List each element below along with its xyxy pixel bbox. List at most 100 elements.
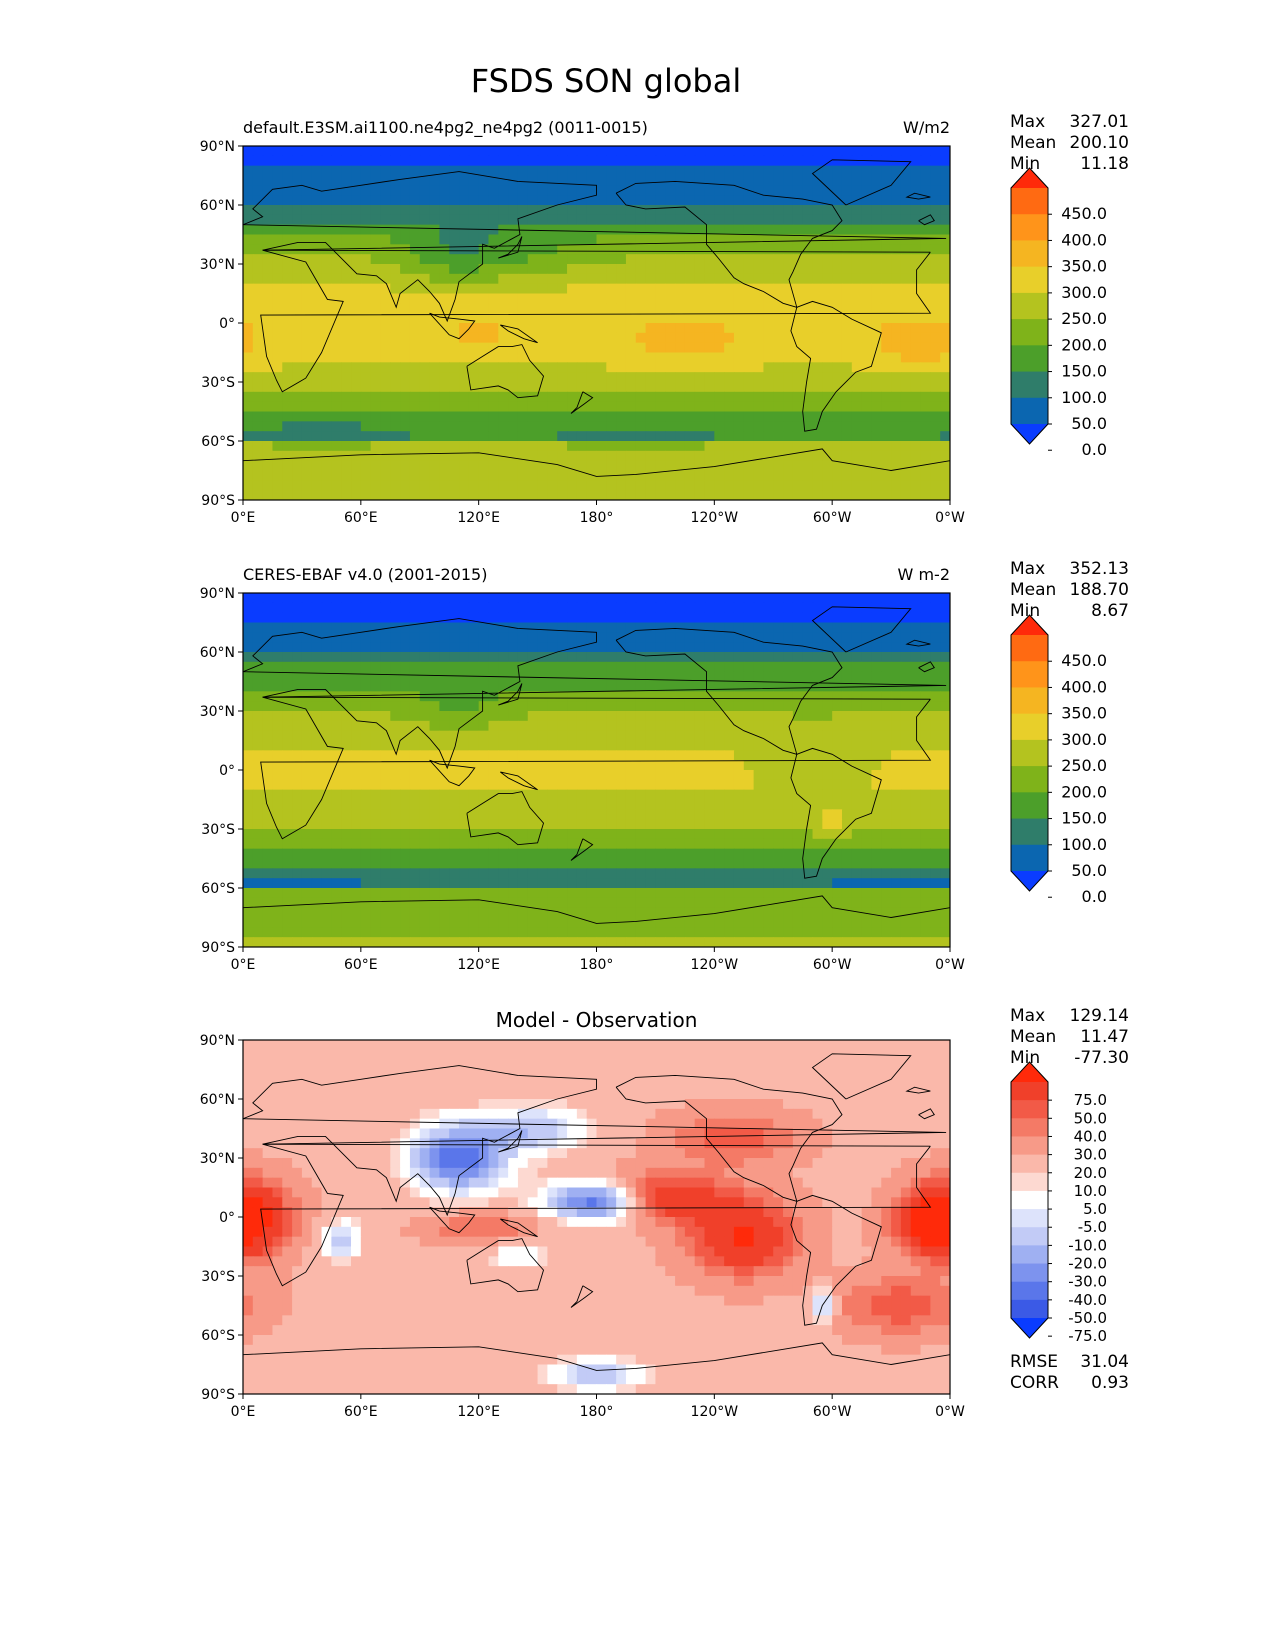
field-cell xyxy=(733,165,745,177)
field-cell xyxy=(675,323,686,334)
field-cell xyxy=(243,779,254,791)
field-cell xyxy=(851,490,863,500)
field-cell xyxy=(419,146,431,157)
field-cell xyxy=(920,809,931,820)
lat-label: 60°S xyxy=(201,434,235,450)
field-cell xyxy=(812,283,823,295)
field-cell xyxy=(910,254,922,265)
field-cell xyxy=(792,829,804,840)
field-cell xyxy=(321,897,332,909)
field-cell xyxy=(920,323,931,334)
field-cell xyxy=(262,740,274,751)
field-cell xyxy=(272,391,283,403)
field-cell xyxy=(841,779,853,791)
field-cell xyxy=(282,165,293,177)
field-cell xyxy=(635,829,647,840)
field-cell xyxy=(390,681,401,692)
field-cell xyxy=(743,155,755,167)
field-cell xyxy=(714,214,725,226)
field-cell xyxy=(527,622,539,633)
field-cell xyxy=(822,431,833,442)
field-cell xyxy=(409,185,421,196)
field-cell xyxy=(459,701,470,712)
field-cell xyxy=(567,185,578,196)
field-cell xyxy=(341,323,352,334)
field-cell xyxy=(743,789,755,801)
field-cell xyxy=(724,848,735,860)
field-cell xyxy=(449,829,460,840)
colorbar-label: 250.0 xyxy=(1061,309,1107,328)
field-cell xyxy=(508,372,519,383)
field-cell xyxy=(704,593,715,604)
field-cell xyxy=(763,819,774,830)
field-cell xyxy=(243,254,254,265)
field-cell xyxy=(900,460,912,472)
field-cell xyxy=(331,838,342,850)
field-cell xyxy=(616,283,627,295)
field-cell xyxy=(861,848,873,860)
field-cell xyxy=(459,460,470,472)
field-cell xyxy=(547,888,558,899)
field-cell xyxy=(655,450,666,462)
field-cell xyxy=(625,185,637,196)
field-cell xyxy=(390,382,401,393)
field-cell xyxy=(547,382,558,393)
field-cell xyxy=(390,293,401,304)
field-cell xyxy=(243,868,254,879)
field-cell xyxy=(321,283,332,295)
field-cell xyxy=(429,848,440,860)
field-cell xyxy=(792,730,804,742)
field-cell xyxy=(557,809,568,820)
field-cell xyxy=(773,205,784,216)
field-cell xyxy=(301,868,313,879)
field-cell xyxy=(439,332,450,344)
field-cell xyxy=(832,313,843,324)
field-cell xyxy=(625,711,637,722)
field-cell xyxy=(596,293,607,304)
field-cell xyxy=(262,264,274,275)
field-cell xyxy=(753,224,765,236)
field-cell xyxy=(881,382,892,393)
field-cell xyxy=(419,730,431,742)
field-cell xyxy=(724,740,735,751)
field-cell xyxy=(645,431,657,442)
field-cell xyxy=(724,701,735,712)
field-cell xyxy=(763,195,774,206)
field-cell xyxy=(517,165,529,177)
field-cell xyxy=(743,431,755,442)
field-cell xyxy=(822,730,833,742)
field-cell xyxy=(881,829,892,840)
field-cell xyxy=(635,602,647,614)
field-cell xyxy=(576,480,588,491)
field-cell xyxy=(380,372,391,383)
field-cell xyxy=(459,878,470,889)
field-cell xyxy=(567,622,578,633)
field-cell xyxy=(360,205,372,216)
field-cell xyxy=(596,809,607,820)
field-cell xyxy=(871,470,882,481)
field-cell xyxy=(655,155,666,167)
field-cell xyxy=(488,155,499,167)
field-cell xyxy=(655,293,666,304)
field-cell xyxy=(282,254,293,265)
field-cell xyxy=(449,165,460,177)
field-cell xyxy=(635,214,647,226)
field-cell xyxy=(262,858,274,869)
field-cell xyxy=(694,819,706,830)
field-cell xyxy=(586,720,598,732)
field-cell xyxy=(773,303,784,314)
field-cell xyxy=(841,401,853,413)
field-cell xyxy=(380,332,391,344)
field-cell xyxy=(341,205,352,216)
field-cell xyxy=(449,421,460,432)
field-cell xyxy=(635,175,647,186)
field-cell xyxy=(301,205,313,216)
field-cell xyxy=(409,313,421,324)
field-cell xyxy=(704,313,715,324)
field-cell xyxy=(694,332,706,344)
field-cell xyxy=(508,779,519,791)
field-cell xyxy=(586,750,598,761)
field-cell xyxy=(557,205,568,216)
field-cell xyxy=(861,622,873,633)
field-cell xyxy=(606,401,617,413)
